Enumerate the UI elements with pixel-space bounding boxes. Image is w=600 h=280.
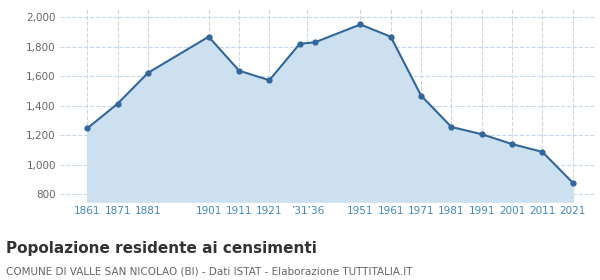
Text: Popolazione residente ai censimenti: Popolazione residente ai censimenti — [6, 241, 317, 256]
Text: COMUNE DI VALLE SAN NICOLAO (BI) - Dati ISTAT - Elaborazione TUTTITALIA.IT: COMUNE DI VALLE SAN NICOLAO (BI) - Dati … — [6, 266, 413, 276]
